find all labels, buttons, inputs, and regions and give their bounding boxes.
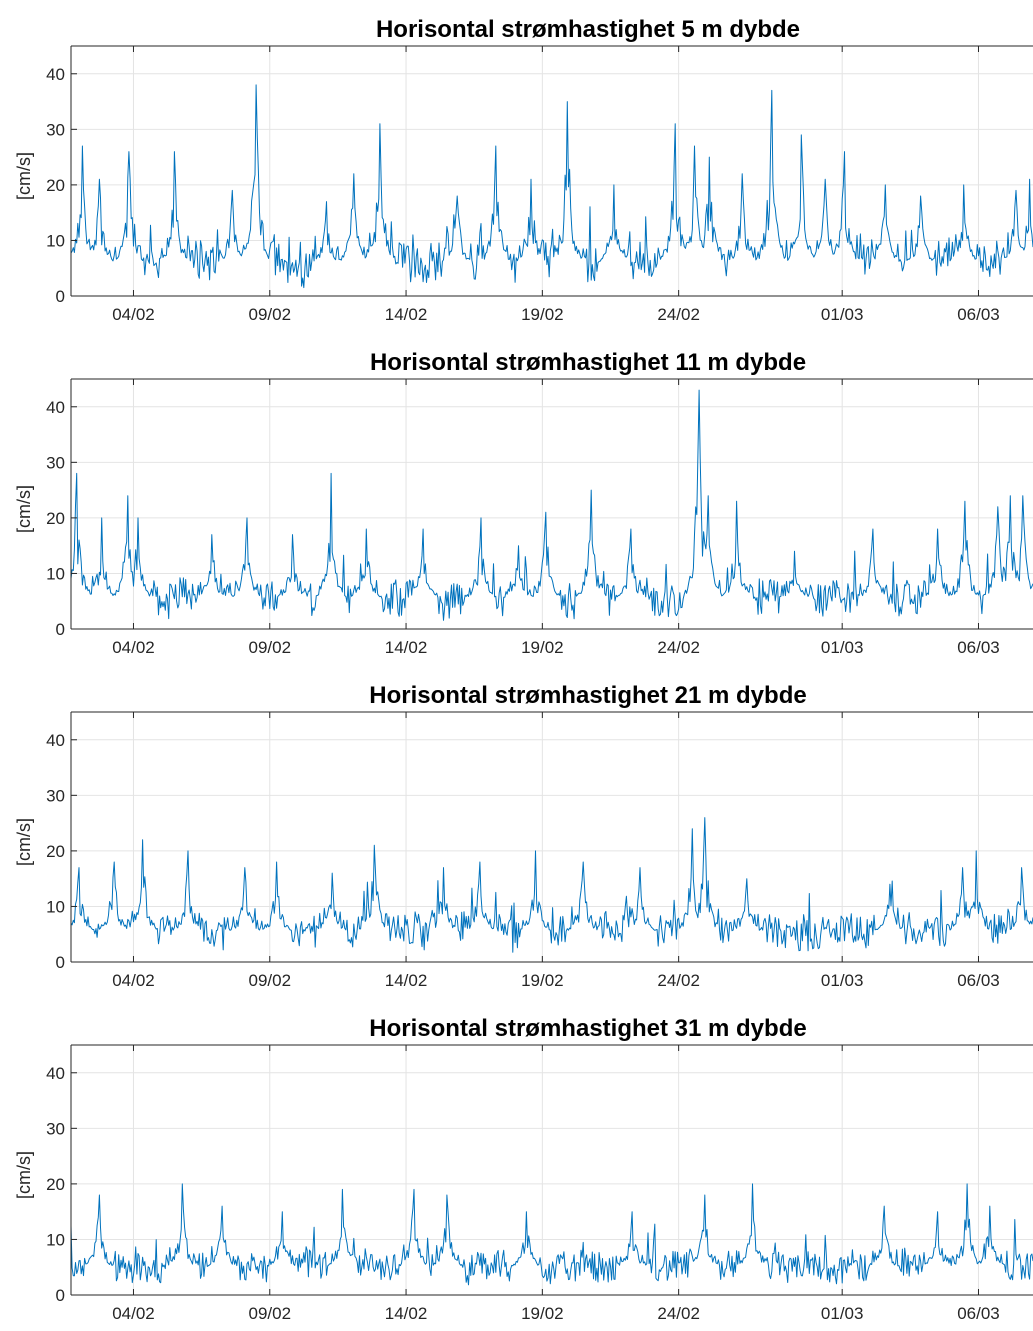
y-tick-label: 0 [56,287,65,306]
y-tick-label: 20 [46,176,65,195]
chart-panel-4: 0 10 20 30 40 04/02 09/02 14/02 19/02 24/02 01/03 0… [14,1015,1033,1323]
y-axis-label: [cm/s] [14,818,34,866]
x-tick-label: 14/02 [385,305,428,324]
x-tick-label: 09/02 [248,971,291,990]
x-tick-label: 04/02 [112,305,155,324]
y-tick-label: 10 [46,564,65,583]
chart-panel-1: 0 10 20 30 40 04/02 09/02 14/02 19/02 24/02 01/03 0… [14,16,1033,324]
series-line [70,84,1033,289]
plot-area [71,379,1033,629]
x-tick-label: 01/03 [821,971,864,990]
chart-title: Horisontal strømhastighet 11 m dybde [370,349,806,376]
y-axis-label: [cm/s] [14,1151,34,1199]
y-tick-label: 0 [56,620,65,639]
y-tick-label: 40 [46,731,65,750]
x-tick-label: 14/02 [385,638,428,657]
y-tick-label: 40 [46,1064,65,1083]
x-tick-label: 06/03 [957,305,1000,324]
series-line [70,1183,1033,1286]
x-tick-label: 04/02 [112,1304,155,1323]
y-tick-label: 10 [46,897,65,916]
y-tick-label: 30 [46,786,65,805]
y-tick-label: 20 [46,1175,65,1194]
y-tick-label: 20 [46,842,65,861]
x-tick-label: 24/02 [657,305,700,324]
x-tick-label: 14/02 [385,971,428,990]
chart-panel-2: 0 10 20 30 40 04/02 09/02 14/02 19/02 24/02 01/03 0… [14,349,1033,657]
y-tick-label: 20 [46,509,65,528]
y-axis-label: [cm/s] [14,152,34,200]
x-tick-label: 01/03 [821,305,864,324]
x-tick-label: 04/02 [112,638,155,657]
x-tick-label: 06/03 [957,971,1000,990]
x-tick-label: 06/03 [957,638,1000,657]
plot-area [71,46,1033,296]
chart-title: Horisontal strømhastighet 31 m dybde [369,1015,806,1042]
chart-title: Horisontal strømhastighet 21 m dybde [369,682,806,709]
series-line [70,817,1033,953]
y-tick-label: 30 [46,453,65,472]
x-tick-label: 19/02 [521,305,564,324]
y-axis-label: [cm/s] [14,485,34,533]
x-tick-label: 14/02 [385,1304,428,1323]
x-tick-label: 09/02 [248,305,291,324]
x-tick-label: 24/02 [657,971,700,990]
x-tick-label: 06/03 [957,1304,1000,1323]
x-tick-label: 19/02 [521,1304,564,1323]
y-tick-label: 40 [46,398,65,417]
y-tick-label: 30 [46,1119,65,1138]
x-tick-label: 04/02 [112,971,155,990]
y-tick-label: 10 [46,1230,65,1249]
x-tick-label: 01/03 [821,638,864,657]
y-tick-label: 30 [46,120,65,139]
y-tick-label: 40 [46,65,65,84]
chart-title: Horisontal strømhastighet 5 m dybde [376,16,800,43]
x-tick-label: 24/02 [657,1304,700,1323]
x-tick-label: 19/02 [521,971,564,990]
series-line [70,389,1033,621]
y-tick-label: 0 [56,1286,65,1305]
x-tick-label: 19/02 [521,638,564,657]
y-tick-label: 10 [46,231,65,250]
y-tick-label: 0 [56,953,65,972]
x-tick-label: 01/03 [821,1304,864,1323]
x-tick-label: 09/02 [248,1304,291,1323]
chart-panel-3: 0 10 20 30 40 04/02 09/02 14/02 19/02 24/02 01/03 0… [14,682,1033,990]
x-tick-label: 24/02 [657,638,700,657]
x-tick-label: 09/02 [248,638,291,657]
